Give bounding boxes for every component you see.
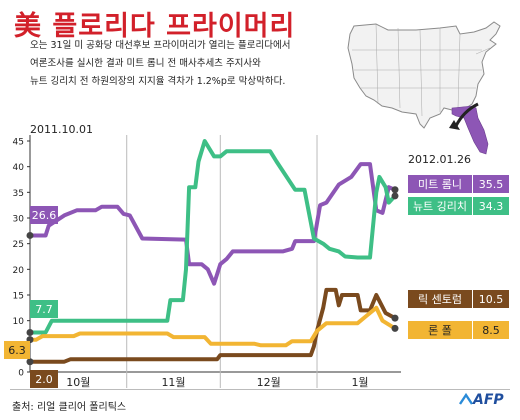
series-end-point [391, 186, 399, 194]
end-value-box [473, 290, 509, 308]
end-value-box [473, 175, 509, 193]
start-value-label: 2.0 [35, 373, 53, 386]
series-end-point [391, 314, 399, 322]
end-name-box [408, 321, 472, 339]
end-name-box [408, 197, 472, 215]
x-month-label: 12월 [257, 376, 281, 389]
series-line-1 [28, 162, 397, 286]
y-tick-label: 35 [13, 189, 24, 199]
y-tick-label: 15 [13, 292, 24, 302]
footer-divider [10, 389, 510, 390]
y-tick-label: 25 [13, 240, 24, 250]
series-line-3 [28, 287, 397, 364]
x-month-label: 10월 [66, 376, 90, 389]
y-tick-label: 0 [18, 369, 24, 379]
start-value-box [30, 370, 58, 388]
state-borders [352, 23, 491, 117]
series-start-point [26, 358, 34, 366]
start-value-label: 7.7 [35, 303, 53, 316]
page-title: 美 플로리다 프라이머리 [14, 11, 296, 42]
start-value-box [30, 206, 58, 224]
legend-series-name: 뉴트 깅리치 [413, 200, 467, 213]
y-tick-label: 10 [13, 317, 25, 327]
end-value-box [473, 197, 509, 215]
series-line-4 [28, 305, 397, 348]
legend-series-name: 릭 센토럼 [418, 293, 462, 306]
end-date-label: 2012.01.26 [408, 153, 471, 166]
start-value-label: 6.3 [8, 344, 26, 357]
series-end-point [391, 192, 399, 200]
end-value-label: 8.5 [482, 324, 500, 337]
y-tick-label: 45 [13, 138, 24, 148]
description-line-2: 여론조사를 실시한 결과 미트 롬니 전 매사추세츠 주지사와 [30, 58, 261, 69]
series-line-2 [28, 139, 397, 335]
series-start-point [26, 231, 34, 239]
curved-arrow-icon [454, 102, 479, 127]
us-map-icon [347, 21, 501, 155]
x-month-label: 11월 [161, 376, 185, 389]
start-value-label: 26.6 [32, 209, 57, 222]
description-line-3: 뉴트 깅리치 전 하원의장의 지지율 격차가 1.2%p로 막상막하다. [30, 76, 286, 87]
series-end-point [391, 324, 399, 332]
end-value-label: 10.5 [479, 293, 504, 306]
y-tick-label: 20 [13, 266, 25, 276]
end-value-label: 35.5 [479, 178, 504, 191]
start-date-label: 2011.10.01 [30, 123, 93, 136]
series-start-point [26, 328, 34, 336]
end-name-box [408, 175, 472, 193]
end-name-box [408, 290, 472, 308]
start-value-box [4, 341, 30, 359]
source-note: 출처: 리얼 클리어 폴리틱스 [12, 402, 127, 413]
end-value-label: 34.3 [479, 200, 504, 213]
y-tick-label: 40 [13, 163, 25, 173]
x-month-label: 1월 [351, 376, 368, 389]
y-tick-label: 30 [13, 215, 25, 225]
afp-logo: AFP [473, 392, 504, 408]
end-value-box [473, 321, 509, 339]
legend-series-name: 미트 롬니 [418, 178, 462, 191]
start-value-box [30, 300, 58, 318]
afp-logo-icon [459, 392, 473, 405]
description-line-1: 오는 31일 미 공화당 대선후보 프라이머리가 열리는 플로리다에서 [30, 40, 291, 51]
florida-highlight [451, 105, 489, 155]
arrow-head [449, 120, 460, 130]
legend-series-name: 론 폴 [428, 324, 452, 337]
